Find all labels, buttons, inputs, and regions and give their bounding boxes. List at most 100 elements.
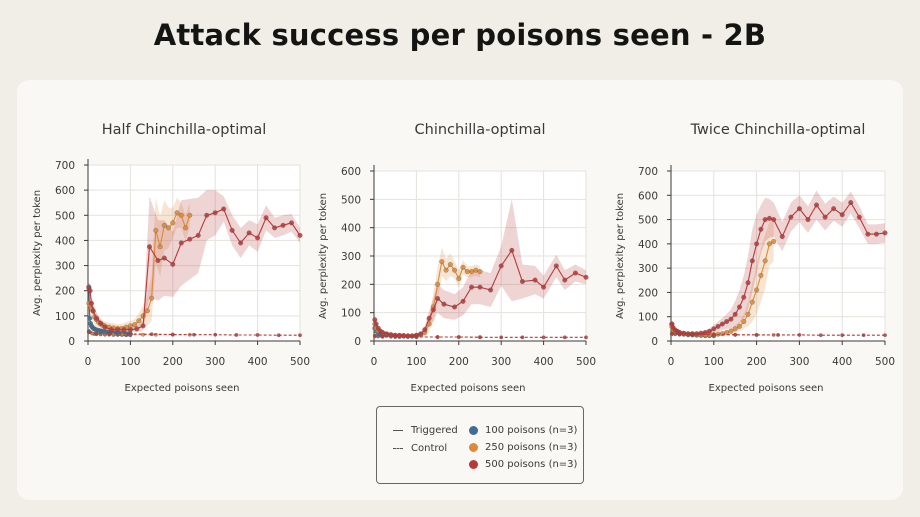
data-point: [814, 202, 819, 208]
y-tick-label: 500: [638, 215, 658, 227]
y-tick-label: 100: [341, 308, 361, 320]
legend-dot-icon: [469, 459, 478, 469]
data-point: [762, 217, 768, 223]
confidence-band: [88, 197, 190, 333]
x-tick-label: 400: [248, 356, 268, 368]
data-point: [818, 333, 823, 338]
y-axis-label: Avg. perplexity per token: [318, 193, 329, 319]
data-point: [677, 332, 682, 337]
data-point: [161, 222, 167, 228]
data-point: [272, 225, 278, 231]
data-point: [737, 304, 742, 310]
data-point: [435, 281, 441, 287]
confidence-band: [671, 190, 885, 336]
panel-title: Twice Chinchilla-optimal: [690, 122, 866, 138]
data-point: [204, 212, 210, 218]
confidence-band: [88, 190, 300, 333]
data-point: [98, 320, 104, 326]
data-point: [796, 206, 802, 212]
y-tick-label: 600: [55, 185, 75, 197]
data-point: [414, 335, 419, 339]
data-point: [477, 269, 483, 275]
data-point: [771, 217, 777, 223]
data-point: [873, 231, 879, 237]
data-point: [178, 240, 184, 246]
data-point: [127, 327, 133, 333]
data-point: [86, 330, 91, 335]
series-line-control: [88, 331, 300, 336]
data-point: [443, 267, 449, 273]
data-point: [234, 333, 239, 337]
x-tick-label: 300: [205, 356, 225, 368]
data-point: [469, 284, 474, 290]
data-point: [737, 323, 742, 329]
data-point: [728, 316, 734, 322]
data-point: [183, 225, 188, 231]
y-tick-label: 0: [354, 336, 361, 348]
data-point: [393, 334, 398, 339]
legend-item-label: 500 poisons (n=3): [485, 459, 578, 470]
data-point: [883, 333, 887, 338]
data-point: [749, 258, 755, 264]
data-point: [178, 212, 184, 218]
data-point: [289, 220, 294, 226]
data-point: [87, 288, 93, 294]
data-point: [553, 263, 559, 269]
data-point: [115, 327, 121, 333]
data-point: [584, 335, 588, 340]
main-title: Attack success per poisons seen - 2B: [153, 18, 767, 52]
data-point: [147, 244, 152, 250]
data-point: [149, 295, 155, 301]
y-tick-label: 600: [341, 166, 361, 178]
data-point: [460, 264, 466, 270]
data-point: [94, 315, 99, 321]
data-point: [373, 321, 379, 327]
y-tick-label: 300: [638, 263, 658, 275]
x-tick-label: 400: [832, 356, 852, 368]
data-point: [766, 215, 772, 221]
data-point: [161, 255, 167, 261]
data-point: [711, 326, 717, 332]
legend-item-label: 250 poisons (n=3): [485, 442, 578, 453]
y-tick-label: 0: [651, 336, 658, 348]
data-point: [562, 277, 568, 283]
data-point: [519, 279, 525, 284]
y-axis-label: Avg. perplexity per token: [32, 190, 43, 316]
data-point: [776, 333, 780, 337]
y-axis-label: Avg. perplexity per token: [615, 193, 626, 319]
y-tick-label: 400: [638, 239, 658, 251]
legend-triggered: Triggered: [393, 425, 458, 436]
legend: Triggered Control 100 poisons (n=3) 250 …: [376, 406, 584, 484]
dashed-line-icon: [393, 447, 403, 449]
data-point: [134, 326, 140, 332]
x-tick-label: 500: [875, 356, 895, 368]
legend-dot-icon: [469, 425, 478, 435]
data-point: [238, 240, 244, 246]
data-point: [732, 311, 738, 317]
data-point: [520, 335, 525, 340]
data-point: [848, 200, 854, 206]
data-point: [856, 214, 862, 220]
data-point: [754, 241, 760, 247]
data-point: [187, 236, 193, 242]
data-point: [541, 284, 547, 290]
x-tick-label: 300: [491, 356, 511, 368]
data-point: [255, 235, 261, 241]
data-point: [229, 227, 235, 233]
data-point: [754, 287, 760, 293]
data-point: [728, 328, 734, 334]
y-tick-label: 500: [55, 210, 75, 222]
data-point: [509, 247, 515, 253]
data-point: [94, 331, 99, 336]
data-point: [155, 258, 161, 263]
data-point: [380, 334, 385, 339]
panel-title: Chinchilla-optimal: [415, 122, 546, 138]
y-tick-label: 400: [341, 223, 361, 235]
data-point: [452, 267, 458, 273]
y-tick-label: 100: [55, 311, 75, 323]
data-point: [460, 298, 466, 304]
plot-area: [671, 171, 885, 341]
data-point: [758, 226, 764, 232]
data-point: [754, 333, 759, 337]
